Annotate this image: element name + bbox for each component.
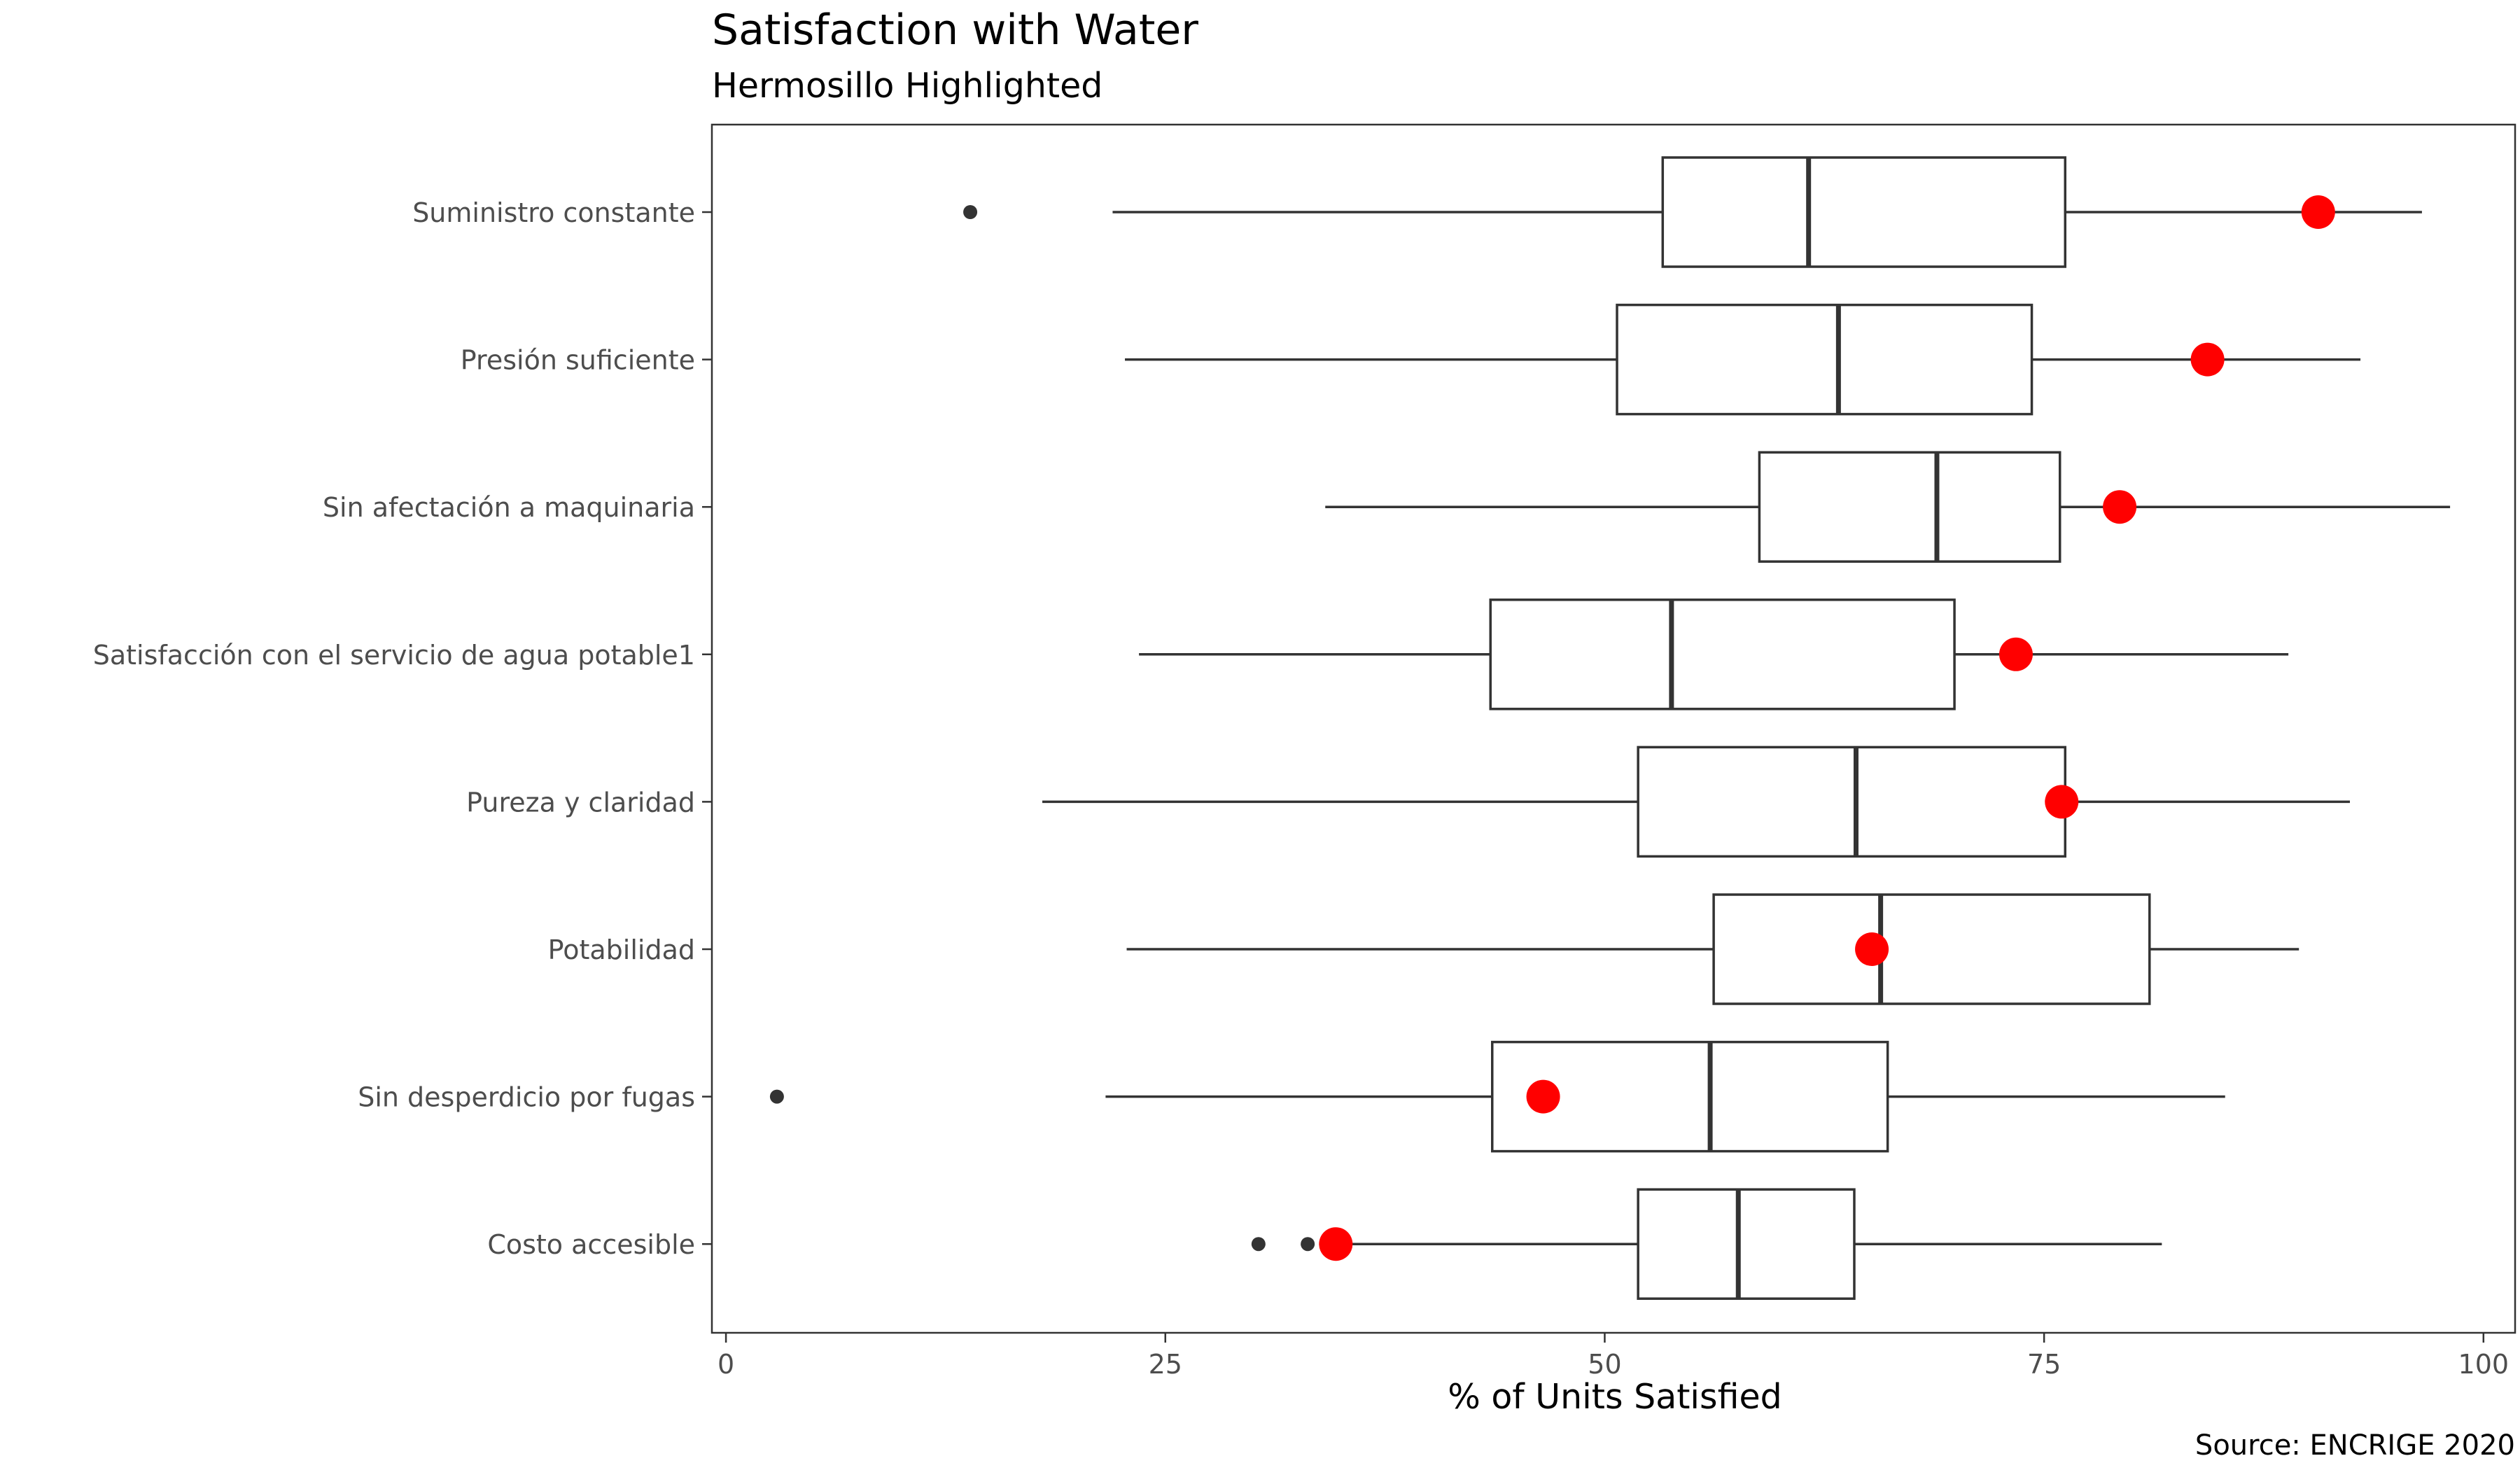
x-axis-title: % of Units Satisfied xyxy=(1448,1377,1782,1417)
box-iqr xyxy=(1637,1188,1856,1300)
x-tick-label: 50 xyxy=(1588,1349,1621,1380)
box-group xyxy=(1325,451,2451,563)
box-iqr xyxy=(1712,893,2151,1005)
y-tick-label: Suministro constante xyxy=(412,197,695,228)
y-tick-label: Pureza y claridad xyxy=(466,787,695,818)
x-tick-label: 25 xyxy=(1149,1349,1182,1380)
y-tick-label: Sin desperdicio por fugas xyxy=(358,1082,695,1113)
y-tick-label: Potabilidad xyxy=(548,934,695,965)
box-group xyxy=(963,156,2422,268)
x-tick-label: 75 xyxy=(2027,1349,2061,1380)
hermosillo-point xyxy=(2103,490,2137,524)
outlier-point xyxy=(1251,1237,1266,1252)
plot-panel-border xyxy=(710,123,2516,1334)
x-tick-label: 100 xyxy=(2458,1349,2510,1380)
hermosillo-point xyxy=(2190,342,2225,377)
outlier-point xyxy=(963,205,978,219)
x-tick-label: 0 xyxy=(718,1349,734,1380)
y-tick-label: Presión suficiente xyxy=(461,345,695,376)
box-iqr xyxy=(1637,746,2067,858)
hermosillo-point xyxy=(1526,1079,1560,1114)
box-iqr xyxy=(1489,598,1956,710)
box-group xyxy=(1139,598,2289,710)
box-group xyxy=(1042,746,2350,858)
y-tick-label: Satisfacción con el servicio de agua pot… xyxy=(93,640,695,671)
hermosillo-point xyxy=(1855,932,1889,966)
box-group xyxy=(769,1040,2225,1153)
box-iqr xyxy=(1758,451,2062,563)
outlier-point xyxy=(769,1089,784,1104)
box-group xyxy=(1125,303,2361,416)
hermosillo-point xyxy=(2301,195,2335,229)
hermosillo-point xyxy=(2045,785,2079,819)
hermosillo-point xyxy=(1998,637,2033,671)
box-group xyxy=(1126,893,2300,1005)
chart-caption: Source: ENCRIGE 2020 xyxy=(2195,1429,2515,1462)
chart-subtitle: Hermosillo Highlighted xyxy=(712,66,1102,106)
box-group xyxy=(1251,1188,2162,1300)
outlier-point xyxy=(1301,1237,1315,1252)
box-iqr xyxy=(1661,156,2067,268)
box-iqr xyxy=(1616,303,2033,416)
chart-title: Satisfaction with Water xyxy=(712,6,1198,55)
y-tick-label: Costo accesible xyxy=(487,1229,695,1260)
hermosillo-point xyxy=(1319,1227,1353,1261)
plot-area: 0 25 50 75 100 Suministro constante Presión su… xyxy=(93,123,2516,1380)
y-tick-label: Sin afectación a maquinaria xyxy=(323,492,695,523)
